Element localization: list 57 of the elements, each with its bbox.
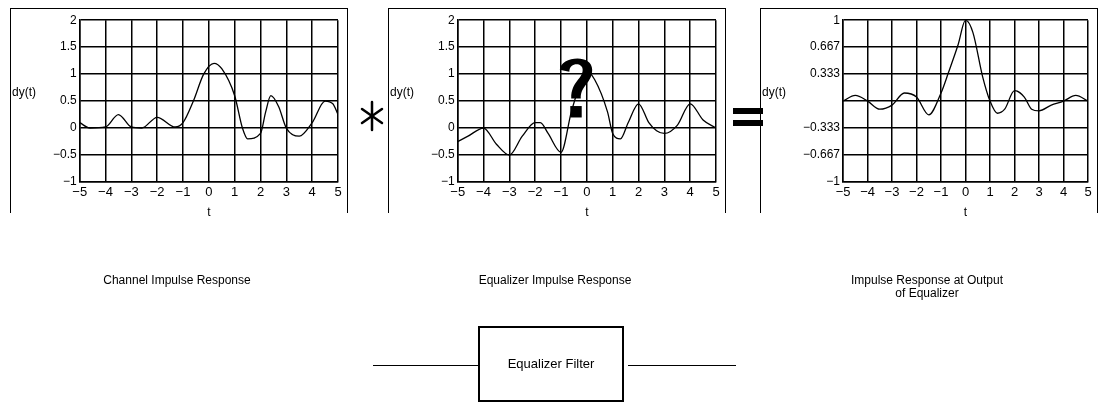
x-tick-label: 4 — [1059, 184, 1068, 200]
text: Equalizer Impulse Response — [477, 273, 633, 287]
x-tick-label: 2 — [634, 184, 643, 200]
text: Channel Impulse Response — [102, 273, 252, 287]
y-axis-title: dy(t) — [12, 85, 36, 100]
x-tick-label: 5 — [712, 184, 720, 200]
x-tick-label: −2 — [527, 184, 543, 200]
x-tick-label: 4 — [686, 184, 694, 200]
y-axis-title: dy(t) — [390, 85, 414, 100]
y-tick-label: −0.667 — [802, 147, 841, 162]
text: Impulse Response at Output of Equalizer — [849, 273, 1005, 300]
x-tick-label: 0 — [961, 184, 970, 200]
text: Equalizer Filter — [506, 356, 596, 371]
x-tick-label: −4 — [476, 184, 491, 200]
x-tick-label: 2 — [256, 184, 265, 200]
y-tick-label: 0.5 — [438, 93, 456, 108]
y-tick-label: 0 — [448, 120, 455, 135]
y-tick-label: 2 — [70, 12, 77, 27]
x-tick-label: −1 — [933, 184, 949, 200]
x-tick-label: −2 — [909, 184, 924, 200]
x-tick-label: 1 — [986, 184, 994, 200]
x-tick-label: −4 — [98, 184, 113, 200]
y-tick-label: −0.5 — [430, 147, 455, 162]
x-tick-label: 1 — [609, 184, 617, 200]
x-tick-label: 3 — [660, 184, 668, 200]
x-tick-label: −1 — [553, 184, 569, 200]
y-tick-label: 1.5 — [60, 39, 78, 54]
x-tick-label: 1 — [231, 184, 239, 200]
y-tick-label: 1 — [833, 12, 841, 27]
y-tick-label: 1 — [70, 66, 77, 81]
y-tick-label: 0.667 — [810, 39, 841, 54]
x-tick-label: 5 — [1084, 184, 1092, 200]
x-tick-label: −3 — [123, 184, 139, 200]
x-tick-label: −3 — [884, 184, 900, 200]
x-tick-label: 5 — [334, 184, 342, 200]
x-tick-label: 0 — [583, 184, 591, 200]
y-tick-label: 1 — [448, 66, 455, 81]
x-axis-title: t — [963, 205, 968, 220]
x-tick-label: 3 — [282, 184, 290, 200]
x-tick-label: −3 — [501, 184, 517, 200]
x-tick-label: 2 — [1010, 184, 1019, 200]
y-tick-label: 0.5 — [60, 93, 78, 108]
x-tick-label: −4 — [860, 184, 875, 200]
y-tick-label: −0.5 — [52, 147, 77, 162]
x-tick-label: 0 — [205, 184, 213, 200]
y-tick-label: 0.333 — [810, 66, 841, 81]
x-tick-label: 4 — [308, 184, 316, 200]
x-tick-label: −2 — [149, 184, 165, 200]
y-tick-label: −0.333 — [802, 120, 841, 135]
x-axis-title: t — [585, 205, 590, 220]
x-axis-title: t — [207, 205, 212, 220]
y-axis-title: dy(t) — [762, 85, 786, 100]
y-tick-label: 0 — [70, 120, 77, 135]
x-tick-label: −1 — [175, 184, 191, 200]
y-tick-label: 2 — [448, 12, 455, 27]
y-tick-label: 1.5 — [438, 39, 456, 54]
x-tick-label: 3 — [1035, 184, 1043, 200]
